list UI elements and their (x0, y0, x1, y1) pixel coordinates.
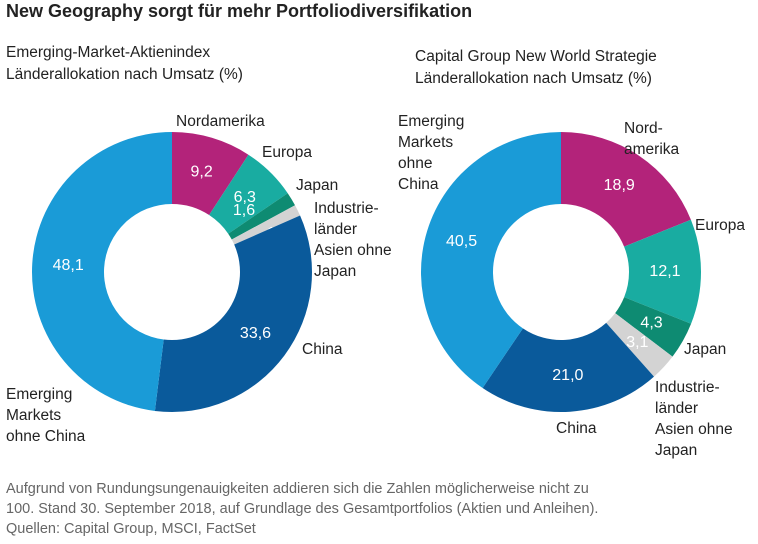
left-subtitle-line: Länderallokation nach Umsatz (%) (6, 66, 243, 83)
label-line: Asien ohne (655, 421, 733, 438)
label-line: Asien ohne (314, 242, 392, 259)
slice-left-industrie (231, 205, 301, 245)
left-label-japan: Japan (296, 177, 339, 194)
left-label-nordamerika: Nordamerika (176, 113, 265, 130)
slice-left-em (32, 132, 173, 411)
label-line: ohne (398, 155, 433, 172)
value-label-right-em: 40,5 (446, 233, 477, 250)
value-label-right-industrie: 3,1 (626, 334, 648, 351)
value-label-left-nordamerika: 9,2 (190, 164, 212, 181)
label-line: Industrie- (314, 200, 379, 217)
label-line: Japan (314, 263, 357, 280)
slice-left-china (154, 215, 312, 412)
left-label-china: China (302, 341, 343, 358)
right-subtitle: Capital Group New World Strategie Länder… (415, 46, 657, 90)
value-label-right-china: 21,0 (552, 367, 583, 384)
value-label-left-japan: 1,6 (233, 202, 255, 219)
slice-right-europa (624, 219, 701, 324)
slice-left-nordamerika (172, 132, 249, 216)
label-line: länder (314, 221, 358, 238)
left-label-em: Emerging Markets ohne China (6, 384, 85, 447)
right-label-em: Emerging Markets ohne China (398, 111, 464, 195)
right-label-japan: Japan (684, 341, 727, 358)
footnote-line: Quellen: Capital Group, MSCI, FactSet (6, 521, 256, 537)
right-label-nordamerika: Nord- amerika (624, 118, 679, 160)
label-line: Emerging (6, 386, 73, 403)
label-line: Emerging (398, 113, 465, 130)
footnote: Aufgrund von Rundungsungenauigkeiten add… (6, 479, 756, 539)
label-line: ohne China (6, 428, 86, 445)
chart-title: New Geography sorgt für mehr Portfoliodi… (6, 1, 473, 21)
slice-right-industrie (606, 313, 673, 377)
label-line: Markets (6, 407, 62, 424)
label-line: Japan (655, 442, 698, 459)
value-label-left-europa: 6,3 (234, 189, 256, 206)
value-label-left-em: 48,1 (53, 257, 84, 274)
right-label-china: China (556, 420, 597, 437)
slice-left-europa (209, 154, 288, 234)
left-subtitle-line: Emerging-Market-Aktienindex (6, 44, 211, 61)
label-line: länder (655, 400, 699, 417)
slice-right-nordamerika (561, 132, 691, 247)
footnote-line: Aufgrund von Rundungsungenauigkeiten add… (6, 481, 589, 497)
slice-right-em (420, 132, 561, 388)
value-label-right-japan: 4,3 (640, 314, 662, 331)
footnote-line: 100. Stand 30. September 2018, auf Grund… (6, 501, 599, 517)
slice-right-china (482, 322, 654, 413)
slice-left-japan (228, 193, 296, 240)
left-subtitle: Emerging-Market-Aktienindex Länderalloka… (6, 42, 243, 86)
value-label-right-europa: 12,1 (649, 263, 680, 280)
label-line: Nord- (624, 120, 663, 137)
label-line: Markets (398, 134, 454, 151)
slice-right-japan (615, 297, 692, 357)
left-label-europa: Europa (262, 144, 312, 161)
right-label-industrie: Industrie- länder Asien ohne Japan (655, 377, 733, 461)
label-line: Industrie- (655, 379, 720, 396)
left-label-industrie: Industrie- länder Asien ohne Japan (314, 198, 392, 282)
label-line: China (398, 176, 439, 193)
value-label-right-nordamerika: 18,9 (604, 177, 635, 194)
right-label-europa: Europa (695, 217, 745, 234)
value-label-left-china: 33,6 (240, 325, 271, 342)
right-subtitle-line: Länderallokation nach Umsatz (%) (415, 70, 652, 87)
label-line: amerika (624, 141, 680, 158)
right-subtitle-line: Capital Group New World Strategie (415, 48, 657, 65)
